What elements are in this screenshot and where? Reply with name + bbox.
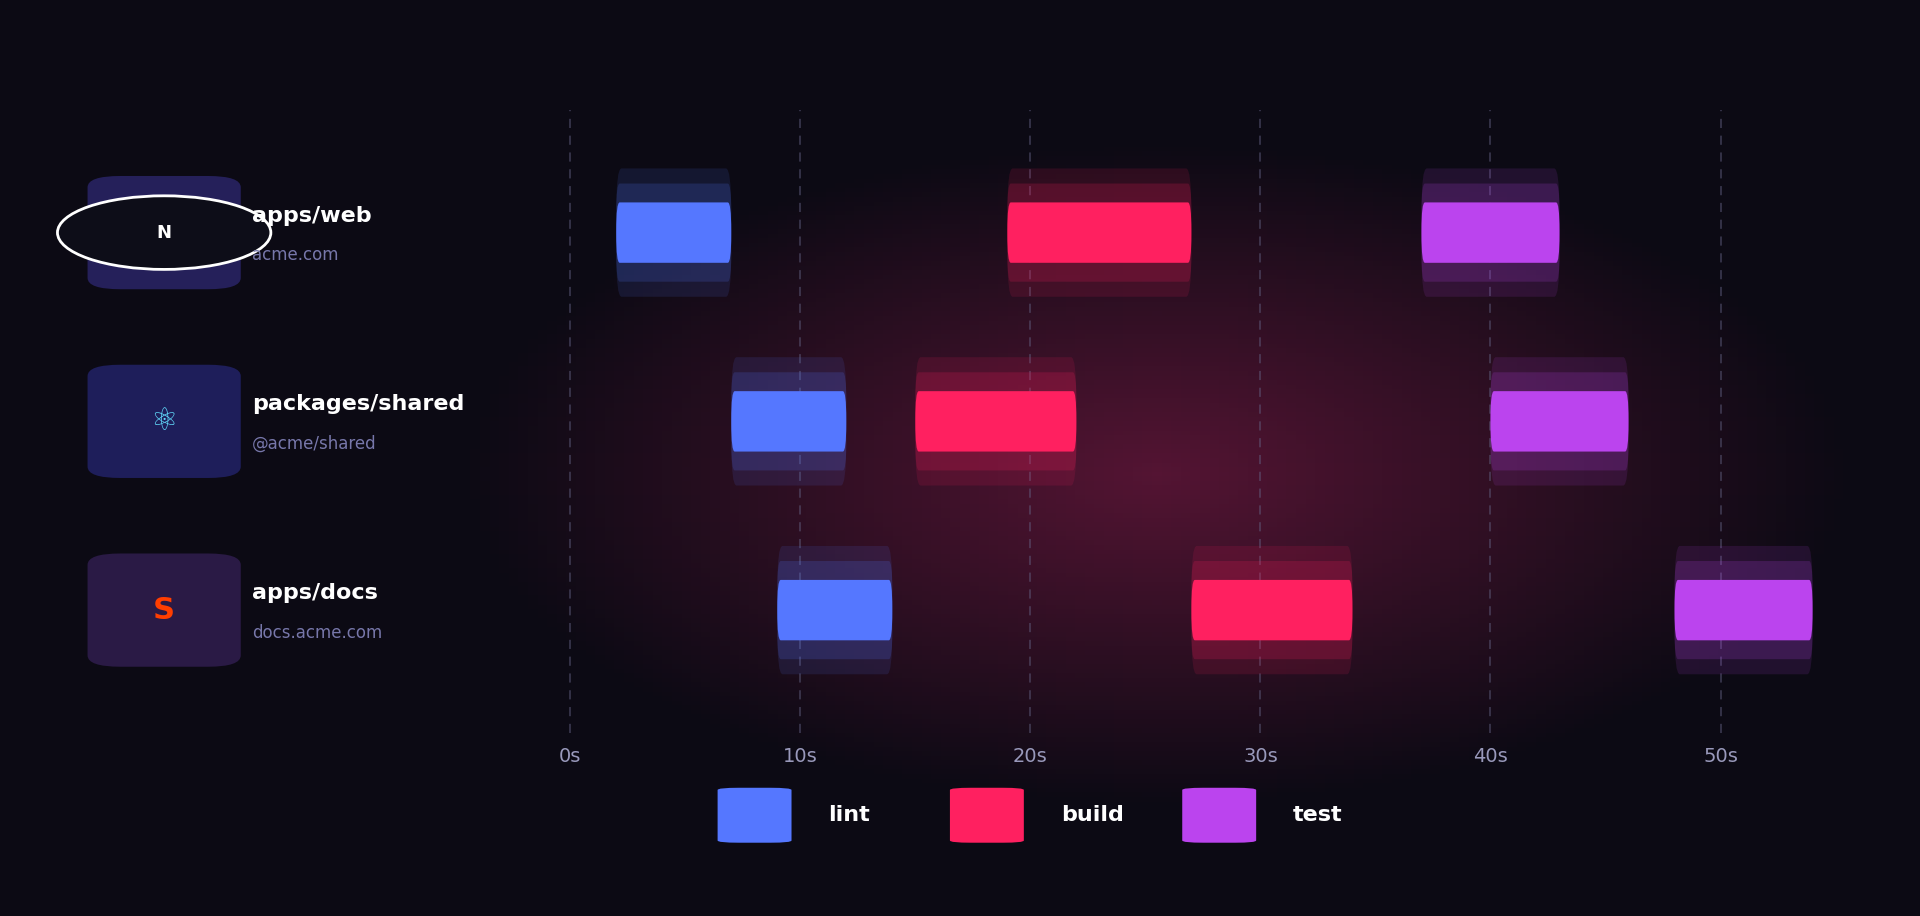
Text: build: build (1062, 805, 1123, 825)
FancyBboxPatch shape (732, 391, 847, 452)
FancyBboxPatch shape (778, 561, 893, 660)
FancyBboxPatch shape (1490, 357, 1628, 485)
FancyBboxPatch shape (1674, 546, 1812, 674)
FancyBboxPatch shape (1490, 372, 1628, 471)
FancyBboxPatch shape (1421, 183, 1559, 282)
Text: apps/web: apps/web (252, 205, 371, 225)
Text: docs.acme.com: docs.acme.com (252, 624, 382, 642)
FancyBboxPatch shape (616, 183, 732, 282)
FancyBboxPatch shape (916, 391, 1077, 452)
FancyBboxPatch shape (1008, 169, 1192, 297)
FancyBboxPatch shape (88, 553, 240, 667)
Text: S: S (154, 595, 175, 625)
Circle shape (58, 196, 271, 269)
FancyBboxPatch shape (732, 357, 847, 485)
FancyBboxPatch shape (1192, 580, 1352, 640)
FancyBboxPatch shape (916, 357, 1077, 485)
Text: apps/docs: apps/docs (252, 583, 378, 603)
FancyBboxPatch shape (732, 372, 847, 471)
FancyBboxPatch shape (88, 176, 240, 289)
FancyBboxPatch shape (1421, 169, 1559, 297)
FancyBboxPatch shape (1421, 202, 1559, 263)
FancyBboxPatch shape (1008, 183, 1192, 282)
Text: @acme/shared: @acme/shared (252, 435, 376, 453)
Text: lint: lint (829, 805, 870, 825)
FancyBboxPatch shape (1490, 391, 1628, 452)
FancyBboxPatch shape (88, 365, 240, 478)
FancyBboxPatch shape (1008, 202, 1192, 263)
FancyBboxPatch shape (616, 169, 732, 297)
FancyBboxPatch shape (778, 580, 893, 640)
Text: test: test (1294, 805, 1342, 825)
FancyBboxPatch shape (1674, 561, 1812, 660)
FancyBboxPatch shape (1183, 788, 1256, 843)
FancyBboxPatch shape (616, 202, 732, 263)
Text: packages/shared: packages/shared (252, 395, 465, 414)
FancyBboxPatch shape (950, 788, 1023, 843)
FancyBboxPatch shape (1192, 561, 1352, 660)
FancyBboxPatch shape (1192, 546, 1352, 674)
FancyBboxPatch shape (718, 788, 791, 843)
Text: N: N (157, 224, 171, 242)
Text: ⚛: ⚛ (150, 407, 179, 436)
FancyBboxPatch shape (778, 546, 893, 674)
FancyBboxPatch shape (1674, 580, 1812, 640)
FancyBboxPatch shape (916, 372, 1077, 471)
Text: acme.com: acme.com (252, 246, 338, 264)
